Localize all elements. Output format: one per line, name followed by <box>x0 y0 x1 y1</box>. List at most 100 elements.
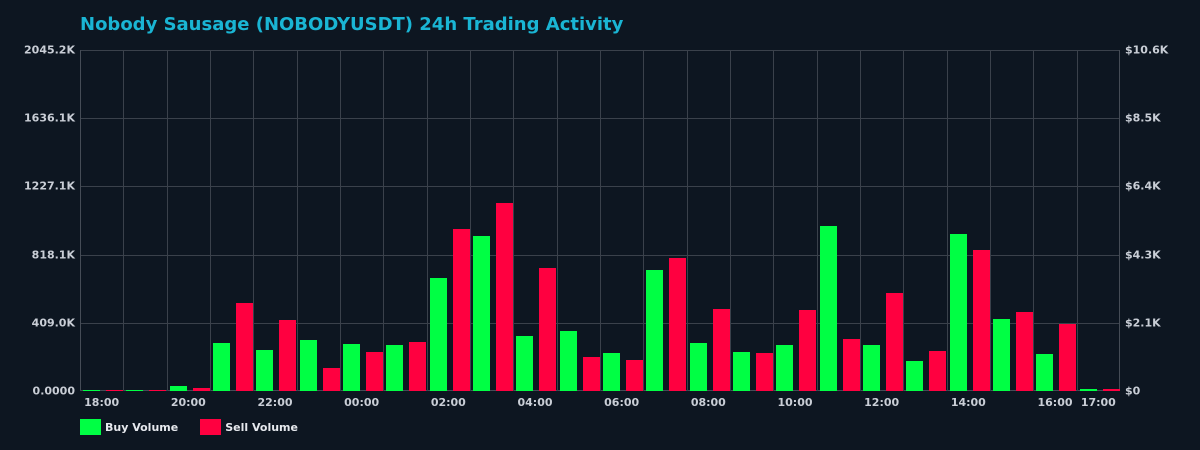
sell-volume-bar[interactable] <box>972 249 990 391</box>
legend-item-sell[interactable]: Sell Volume <box>200 419 298 435</box>
gridline-vertical <box>903 50 904 391</box>
sell-volume-bar[interactable] <box>669 257 687 391</box>
sell-volume-bar[interactable] <box>1016 311 1033 391</box>
buy-volume-bar[interactable] <box>169 385 187 391</box>
sell-volume-bar[interactable] <box>539 267 557 391</box>
legend-item-buy[interactable]: Buy Volume <box>80 419 178 435</box>
x-tick-label: 14:00 <box>950 396 986 409</box>
gridline-vertical <box>210 50 211 391</box>
buy-volume-bar[interactable] <box>343 343 360 391</box>
sell-volume-bar[interactable] <box>192 388 210 391</box>
sell-volume-bar[interactable] <box>799 309 817 391</box>
buy-volume-bar[interactable] <box>386 344 404 391</box>
gridline-vertical <box>167 50 168 391</box>
gridline-vertical <box>643 50 644 391</box>
right-y-tick-label: $4.3K <box>1125 248 1161 262</box>
left-y-tick-label: 0.0000 <box>32 384 75 398</box>
gridline-vertical <box>427 50 428 391</box>
left-y-tick-label: 818.1K <box>31 248 75 262</box>
sell-volume-bar[interactable] <box>279 319 297 391</box>
left-y-tick-label: 1227.1K <box>24 179 75 193</box>
buy-volume-bar[interactable] <box>1036 354 1054 391</box>
buy-volume-bar[interactable] <box>906 361 924 391</box>
sell-volume-bar[interactable] <box>409 341 427 391</box>
buy-volume-bar[interactable] <box>429 277 447 391</box>
x-tick-label: 08:00 <box>690 396 726 409</box>
sell-volume-bar[interactable] <box>582 357 600 391</box>
buy-volume-bar[interactable] <box>776 344 794 391</box>
sell-volume-bar[interactable] <box>842 338 860 391</box>
legend-label-sell: Sell Volume <box>225 420 298 434</box>
gridline-vertical <box>253 50 254 391</box>
gridline-vertical <box>123 50 124 391</box>
sell-volume-bar[interactable] <box>929 350 947 391</box>
buy-volume-bar[interactable] <box>516 335 534 391</box>
gridline-vertical <box>297 50 298 391</box>
buy-volume-bar[interactable] <box>126 390 144 391</box>
x-tick-label: 06:00 <box>604 396 640 409</box>
buy-volume-bar[interactable] <box>646 269 664 391</box>
x-tick-label: 12:00 <box>864 396 900 409</box>
sell-volume-bar[interactable] <box>366 352 383 391</box>
sell-volume-bar[interactable] <box>149 390 167 391</box>
sell-volume-bar[interactable] <box>236 302 253 391</box>
buy-volume-bar[interactable] <box>473 235 490 391</box>
gridline-vertical <box>730 50 731 391</box>
sell-volume-bar[interactable] <box>1059 323 1077 391</box>
gridline-vertical <box>773 50 774 391</box>
buy-volume-bar[interactable] <box>689 342 707 391</box>
gridline-vertical <box>1033 50 1034 391</box>
buy-volume-bar[interactable] <box>603 353 620 391</box>
buy-volume-bar[interactable] <box>949 233 967 391</box>
gridline-vertical <box>860 50 861 391</box>
gridline-vertical <box>383 50 384 391</box>
legend: Buy Volume Sell Volume <box>80 419 320 435</box>
gridline-vertical <box>600 50 601 391</box>
buy-volume-bar[interactable] <box>819 225 837 391</box>
left-y-tick-label: 1636.1K <box>24 111 75 125</box>
legend-label-buy: Buy Volume <box>105 420 179 434</box>
buy-volume-bar[interactable] <box>993 318 1010 391</box>
sell-swatch-icon <box>200 419 222 435</box>
gridline-vertical <box>687 50 688 391</box>
buy-volume-bar[interactable] <box>863 344 880 391</box>
right-y-tick-label: $6.4K <box>1125 179 1161 193</box>
buy-volume-bar[interactable] <box>83 390 100 391</box>
gridline-vertical <box>947 50 948 391</box>
sell-volume-bar[interactable] <box>106 390 123 391</box>
sell-volume-bar[interactable] <box>322 368 340 391</box>
right-y-tick-label: $0 <box>1125 384 1141 398</box>
x-tick-label: 17:00 <box>1080 396 1116 409</box>
buy-volume-bar[interactable] <box>559 330 577 391</box>
gridline-vertical <box>513 50 514 391</box>
buy-volume-bar[interactable] <box>733 352 750 391</box>
gridline-vertical <box>990 50 991 391</box>
sell-volume-bar[interactable] <box>712 308 730 391</box>
x-tick-label: 22:00 <box>257 396 293 409</box>
gridline-vertical <box>1077 50 1078 391</box>
x-tick-label: 20:00 <box>170 396 206 409</box>
buy-volume-bar[interactable] <box>1079 389 1097 391</box>
gridline-vertical <box>470 50 471 391</box>
plot-area <box>80 50 1120 391</box>
x-tick-label: 00:00 <box>344 396 380 409</box>
x-tick-label: 02:00 <box>430 396 466 409</box>
sell-volume-bar[interactable] <box>886 292 903 391</box>
gridline-vertical <box>817 50 818 391</box>
buy-volume-bar[interactable] <box>299 339 317 391</box>
buy-volume-bar[interactable] <box>213 342 230 391</box>
sell-volume-bar[interactable] <box>496 202 513 391</box>
sell-volume-bar[interactable] <box>452 228 470 391</box>
right-y-tick-label: $2.1K <box>1125 316 1161 330</box>
left-y-tick-label: 409.0K <box>31 316 75 330</box>
buy-swatch-icon <box>80 419 101 435</box>
right-y-tick-label: $10.6K <box>1125 43 1169 57</box>
left-y-tick-label: 2045.2K <box>24 43 75 57</box>
chart-title: Nobody Sausage (NOBODYUSDT) 24h Trading … <box>80 14 624 35</box>
sell-volume-bar[interactable] <box>756 353 773 391</box>
gridline-vertical <box>340 50 341 391</box>
x-tick-label: 04:00 <box>517 396 553 409</box>
buy-volume-bar[interactable] <box>256 349 274 391</box>
sell-volume-bar[interactable] <box>626 360 643 391</box>
sell-volume-bar[interactable] <box>1102 389 1120 391</box>
